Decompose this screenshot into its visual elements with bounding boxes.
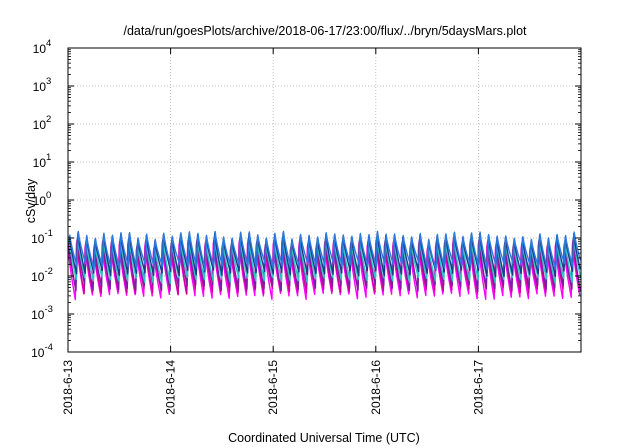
x-tick-label: 2018-6-16 [369,360,383,415]
y-tick-label: 10-2 [31,266,53,284]
y-tick-base: 10 [33,194,47,208]
y-tick-base: 10 [31,270,45,284]
x-tick-label: 2018-6-15 [266,360,280,415]
y-tick-label: 100 [33,190,52,208]
y-tick-base: 10 [33,80,47,94]
x-tick-label: 2018-6-17 [471,360,485,415]
y-tick-exponent: -2 [44,266,52,277]
x-axis: 2018-6-13 2018-6-14 2018-6-15 2018-6-16 2018… [61,48,485,415]
y-tick-label: 103 [33,76,52,94]
y-tick-base: 10 [33,156,47,170]
y-tick-label: 10-1 [31,228,53,246]
y-tick-base: 10 [33,42,47,56]
y-tick-base: 10 [33,118,47,132]
y-tick-exponent: -4 [44,342,52,353]
y-tick-exponent: 3 [46,76,51,87]
y-tick-label: 10-3 [31,304,53,322]
plot-frame [67,47,582,353]
chart-title: /data/run/goesPlots/archive/2018-06-17/2… [123,24,527,38]
y-axis-label: cSv/day [24,178,38,223]
x-tick-label: 2018-6-13 [61,360,75,415]
y-tick-exponent: 4 [46,38,51,49]
y-tick-exponent: -1 [44,228,52,239]
y-tick-label: 101 [33,152,52,170]
x-tick-label: 2018-6-14 [164,360,178,415]
x-axis-label: Coordinated Universal Time (UTC) [228,431,420,445]
y-tick-base: 10 [31,346,45,360]
y-tick-label: 102 [33,114,52,132]
plot-border [67,47,582,353]
y-tick-exponent: 2 [46,114,51,125]
y-tick-exponent: 0 [46,190,51,201]
grid [68,48,581,352]
y-tick-exponent: -3 [44,304,52,315]
y-tick-label: 104 [33,38,52,56]
y-tick-base: 10 [31,308,45,322]
y-tick-base: 10 [31,232,45,246]
series-layer [67,230,582,301]
series-line [69,230,582,271]
y-tick-label: 10-4 [31,342,53,360]
y-tick-exponent: 1 [46,152,51,163]
